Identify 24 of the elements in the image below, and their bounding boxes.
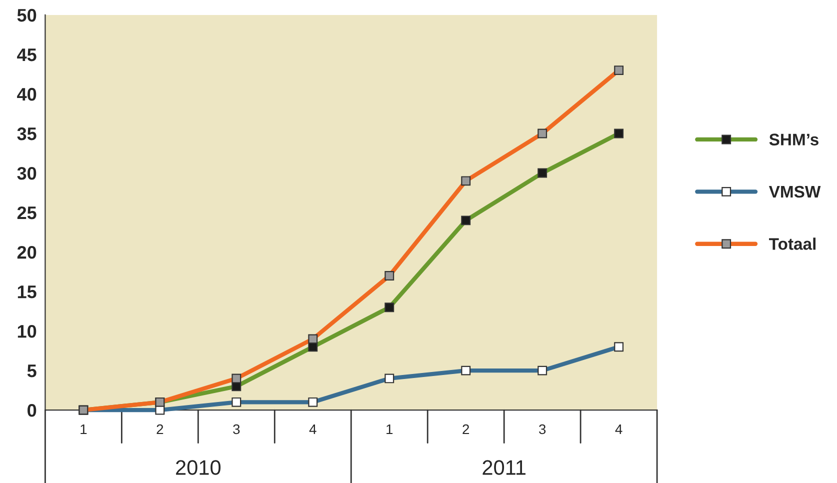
legend-label: VMSW (768, 186, 821, 198)
x-tick-label: 1 (80, 424, 87, 434)
y-tick-label: 5 (27, 364, 36, 378)
y-tick-label: 15 (18, 286, 36, 298)
y-tick-label: 25 (17, 206, 36, 220)
text: 2010 (176, 460, 221, 475)
x-tick-label: 4 (309, 424, 316, 434)
y-tick-label: 0 (28, 404, 36, 417)
text: 2011 (482, 460, 526, 475)
y-tick-label: 20 (17, 246, 36, 259)
x-tick-label: 3 (538, 424, 546, 434)
legend-label: SHM’s (769, 134, 818, 146)
y-tick-label: 10 (18, 324, 36, 338)
y-tick-label: 40 (17, 88, 36, 101)
x-tick-label: 2 (156, 424, 164, 434)
x-tick-label: 1 (386, 424, 393, 434)
x-tick-label: 4 (615, 424, 622, 434)
legend-label: Totaal (769, 238, 816, 250)
x-tick-label: 2 (462, 424, 470, 434)
y-tick-label: 30 (17, 166, 36, 180)
x-tick-label: 3 (233, 424, 240, 434)
y-tick-label: 45 (17, 48, 36, 62)
y-tick-label: 50 (17, 8, 36, 22)
y-tick-label: 35 (17, 127, 36, 140)
